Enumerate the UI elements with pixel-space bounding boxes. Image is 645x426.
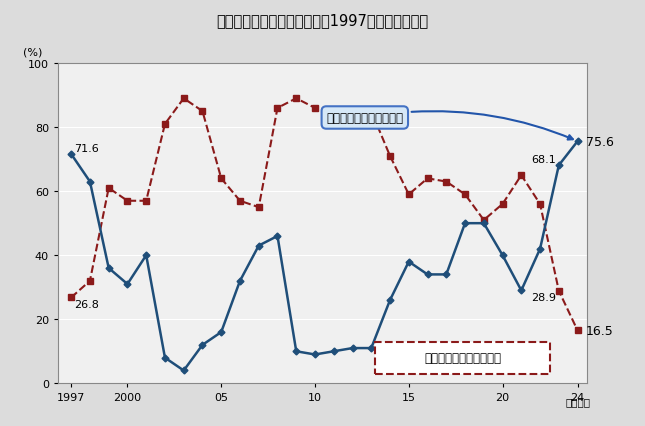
Text: 28.9: 28.9 [531, 293, 556, 302]
Bar [375, 342, 550, 374]
Text: (%): (%) [23, 48, 42, 58]
Text: 初任給を「引き上げた」: 初任給を「引き上げた」 [326, 112, 573, 140]
Text: 68.1: 68.1 [531, 155, 556, 164]
Text: 16.5: 16.5 [586, 324, 613, 337]
Text: 71.6: 71.6 [74, 143, 99, 153]
Text: 初任給を「据え置いた」: 初任給を「据え置いた」 [424, 351, 501, 364]
Text: 26.8: 26.8 [74, 299, 99, 309]
Text: （年度）: （年度） [565, 396, 590, 406]
Text: 75.6: 75.6 [586, 135, 614, 148]
Text: 初任給引き上げ状況の推移（1997年度調査以降）: 初任給引き上げ状況の推移（1997年度調査以降） [217, 13, 428, 28]
